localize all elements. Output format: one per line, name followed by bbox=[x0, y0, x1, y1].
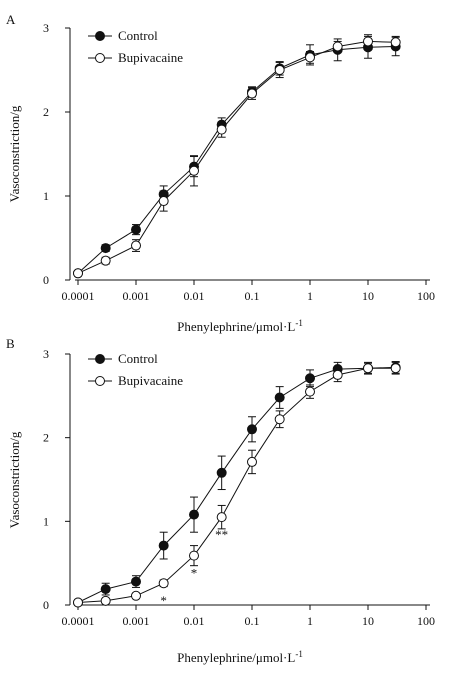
x-tick-label: 10 bbox=[362, 289, 374, 303]
data-point-bupivacaine bbox=[100, 255, 111, 266]
data-point-control bbox=[216, 467, 227, 478]
panel-label: A bbox=[6, 12, 16, 27]
data-point-control bbox=[158, 540, 169, 551]
panel-a: A 0.0001 0.001 0.01 0.1 1 10 100 0 1 2 3 Control Bu… bbox=[6, 12, 435, 334]
significance-marker: * bbox=[160, 593, 167, 608]
y-axis-label: Vasoconstriction/g bbox=[7, 431, 22, 528]
data-point-bupivacaine bbox=[73, 597, 83, 608]
point-group bbox=[73, 362, 401, 608]
data-point-bupivacaine bbox=[247, 456, 257, 467]
data-point-bupivacaine bbox=[216, 512, 227, 523]
x-tick-label: 10 bbox=[362, 614, 374, 628]
legend-label: Control bbox=[118, 28, 158, 43]
error-bar-group bbox=[74, 34, 400, 276]
data-point-bupivacaine bbox=[73, 268, 83, 279]
data-point-bupivacaine bbox=[189, 165, 199, 176]
error-bar-group bbox=[74, 361, 400, 605]
data-point-control bbox=[247, 424, 257, 435]
significance-marker: ** bbox=[215, 527, 228, 542]
data-point-bupivacaine bbox=[158, 196, 169, 207]
tick-group: 0.0001 0.001 0.01 0.1 1 10 100 0 1 2 3 bbox=[43, 21, 435, 303]
x-tick-label: 100 bbox=[417, 614, 435, 628]
series-line-control bbox=[77, 366, 396, 603]
x-tick-label: 1 bbox=[307, 289, 313, 303]
x-axis-label-sup: -1 bbox=[295, 318, 303, 328]
legend-marker bbox=[95, 354, 105, 364]
legend: Control Bupivacaine bbox=[88, 351, 183, 388]
data-point-control bbox=[305, 373, 315, 384]
x-tick-label: 0.1 bbox=[245, 614, 260, 628]
x-axis-label: Phenylephrine/μmol·L-1 bbox=[177, 649, 303, 665]
legend: Control Bupivacaine bbox=[88, 28, 183, 65]
y-tick-label: 2 bbox=[43, 105, 49, 119]
x-tick-label: 0.001 bbox=[123, 289, 150, 303]
data-point-bupivacaine bbox=[131, 590, 141, 601]
data-point-bupivacaine bbox=[247, 88, 257, 99]
y-tick-label: 3 bbox=[43, 21, 49, 35]
y-tick-label: 0 bbox=[43, 598, 49, 612]
tick-group: 0.0001 0.001 0.01 0.1 1 10 100 0 1 2 3 bbox=[43, 347, 435, 628]
x-tick-label: 0.1 bbox=[245, 289, 260, 303]
legend-label: Control bbox=[118, 351, 158, 366]
y-axis-label: Vasoconstriction/g bbox=[7, 105, 22, 202]
series-line-group bbox=[77, 40, 396, 274]
x-tick-label: 0.0001 bbox=[62, 289, 95, 303]
point-group bbox=[73, 36, 401, 279]
data-point-control bbox=[100, 584, 111, 595]
x-tick-label: 0.0001 bbox=[62, 614, 95, 628]
y-tick-label: 0 bbox=[43, 273, 49, 287]
data-point-bupivacaine bbox=[158, 578, 169, 589]
x-tick-label: 1 bbox=[307, 614, 313, 628]
data-point-control bbox=[100, 243, 111, 254]
data-point-bupivacaine bbox=[305, 52, 315, 63]
y-tick-label: 1 bbox=[43, 189, 49, 203]
data-point-bupivacaine bbox=[363, 36, 373, 47]
data-point-bupivacaine bbox=[131, 240, 141, 251]
series-line-group bbox=[77, 366, 396, 603]
x-axis-label-sup: -1 bbox=[295, 649, 303, 659]
significance-marker: * bbox=[191, 566, 198, 581]
legend-label: Bupivacaine bbox=[118, 373, 183, 388]
data-point-bupivacaine bbox=[100, 595, 111, 606]
y-tick-label: 1 bbox=[43, 514, 49, 528]
y-tick-label: 2 bbox=[43, 431, 49, 445]
data-point-bupivacaine bbox=[216, 124, 227, 135]
data-point-bupivacaine bbox=[390, 363, 401, 374]
data-point-control bbox=[131, 576, 141, 587]
data-point-bupivacaine bbox=[189, 550, 199, 561]
legend-label: Bupivacaine bbox=[118, 50, 183, 65]
data-point-bupivacaine bbox=[274, 65, 285, 75]
x-axis-label: Phenylephrine/μmol·L-1 bbox=[177, 318, 303, 334]
series-line-bupivacaine bbox=[77, 367, 396, 603]
data-point-bupivacaine bbox=[305, 386, 315, 397]
y-tick-label: 3 bbox=[43, 347, 49, 361]
data-point-control bbox=[274, 392, 285, 403]
x-tick-label: 0.01 bbox=[184, 289, 205, 303]
panel-label: B bbox=[6, 336, 15, 351]
legend-marker bbox=[95, 376, 105, 386]
data-point-control bbox=[189, 509, 199, 520]
data-point-bupivacaine bbox=[390, 37, 401, 48]
data-point-bupivacaine bbox=[332, 369, 343, 380]
x-tick-label: 0.001 bbox=[123, 614, 150, 628]
x-axis-label-text: Phenylephrine/μmol·L bbox=[177, 650, 295, 665]
annotation-group: **** bbox=[160, 527, 228, 608]
x-tick-label: 0.01 bbox=[184, 614, 205, 628]
x-axis-label-text: Phenylephrine/μmol·L bbox=[177, 319, 295, 334]
data-point-bupivacaine bbox=[332, 41, 343, 52]
data-point-bupivacaine bbox=[363, 363, 373, 374]
data-point-bupivacaine bbox=[274, 414, 285, 425]
legend-marker bbox=[95, 53, 105, 63]
series-line-bupivacaine bbox=[77, 40, 396, 274]
x-tick-label: 100 bbox=[417, 289, 435, 303]
series-line-control bbox=[77, 46, 396, 274]
legend-marker bbox=[95, 31, 105, 41]
data-point-control bbox=[131, 224, 141, 235]
